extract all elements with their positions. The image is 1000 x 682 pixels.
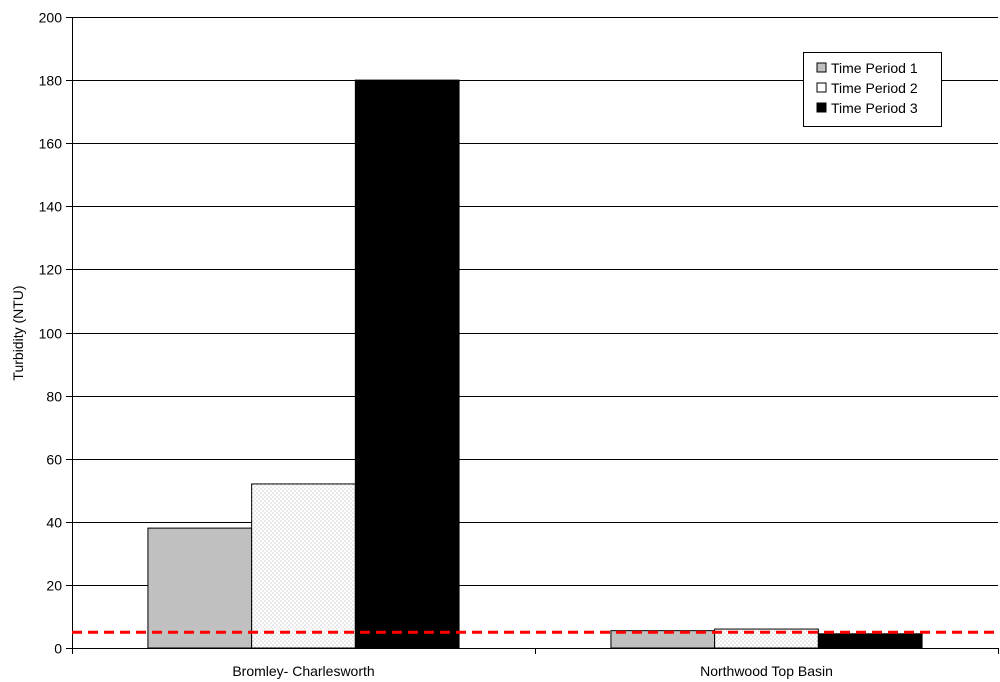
bar-time-period-3 <box>354 79 460 649</box>
tick-labels: 0 20 40 60 80 100 120 140 160 180 200 Bromley- Char… <box>39 10 833 680</box>
legend-label: Time Period 1 <box>831 60 918 76</box>
legend-swatch <box>816 102 827 113</box>
y-tick-label: 80 <box>46 389 62 405</box>
x-tick-label: Bromley- Charlesworth <box>232 663 374 679</box>
y-tick-label: 200 <box>39 10 63 26</box>
x-tick-label: Northwood Top Basin <box>700 663 833 679</box>
legend: Time Period 1 Time Period 2 Time Period 3 <box>803 52 942 127</box>
y-tick-label: 180 <box>39 73 63 89</box>
axes <box>66 17 999 654</box>
y-tick-label: 0 <box>54 641 62 657</box>
bar-time-period-3 <box>817 633 923 649</box>
gridlines <box>72 17 998 586</box>
legend-label: Time Period 2 <box>831 80 918 96</box>
y-tick-label: 160 <box>39 136 63 152</box>
legend-label: Time Period 3 <box>831 100 918 116</box>
y-tick-label: 40 <box>46 515 62 531</box>
legend-swatch <box>816 82 827 93</box>
bars <box>147 79 923 649</box>
y-tick-label: 120 <box>39 262 63 278</box>
y-tick-label: 20 <box>46 578 62 594</box>
y-tick-label: 140 <box>39 199 63 215</box>
y-axis-title: Turbidity (NTU) <box>10 285 26 380</box>
y-tick-label: 60 <box>46 452 62 468</box>
bar-time-period-1 <box>147 527 253 649</box>
legend-swatch <box>816 62 827 73</box>
bar-time-period-2 <box>251 483 356 649</box>
y-tick-label: 100 <box>39 326 63 342</box>
